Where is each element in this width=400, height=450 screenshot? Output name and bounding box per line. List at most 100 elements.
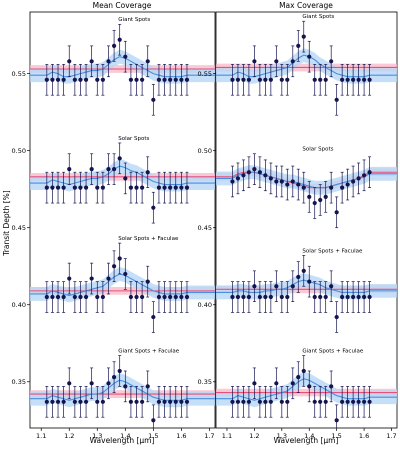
data-point — [307, 194, 312, 199]
panel-title-mean-coverage: Mean Coverage — [93, 1, 152, 10]
data-point — [83, 399, 89, 404]
panel-label: Giant Spots — [302, 14, 334, 20]
data-point — [274, 284, 279, 289]
data-point — [72, 399, 77, 404]
data-point — [241, 399, 246, 404]
data-point — [279, 294, 284, 300]
data-point — [279, 77, 284, 82]
blue-model-line — [216, 378, 397, 401]
data-point — [263, 173, 268, 178]
data-point — [184, 185, 190, 190]
data-point — [95, 294, 100, 300]
data-point — [83, 77, 89, 82]
data-point — [100, 399, 105, 404]
data-point — [179, 399, 184, 404]
data-point — [351, 77, 356, 82]
panel-0: Giant Spots — [216, 14, 397, 116]
data-point — [296, 43, 301, 48]
data-point — [55, 185, 61, 190]
data-point — [252, 284, 257, 289]
x-tick-label: 1.1 — [36, 432, 46, 440]
chart-1: 1.1 1.2 1.3 1.4 1.5 1.6 1.7 0.35 0.40 0.45 0.50 0.5… — [198, 11, 398, 440]
data-point — [151, 97, 156, 102]
data-point — [140, 77, 145, 82]
data-point — [168, 77, 173, 82]
data-point — [323, 399, 328, 404]
data-point — [301, 268, 306, 273]
data-point — [168, 294, 173, 300]
data-point — [156, 294, 162, 300]
x-tick-label: 1.7 — [386, 432, 396, 440]
data-point — [123, 54, 128, 59]
blue-model-line — [30, 379, 215, 401]
x-tick-label: 1.6 — [359, 432, 369, 440]
data-point — [356, 399, 361, 404]
data-point — [361, 173, 367, 178]
data-point — [279, 179, 284, 184]
blue-model-band — [30, 159, 215, 192]
data-point — [268, 176, 273, 181]
data-point — [111, 43, 117, 48]
data-point — [55, 77, 61, 82]
data-point — [340, 185, 345, 190]
data-point — [367, 77, 372, 82]
y-tick-label: 0.50 — [12, 147, 26, 155]
data-point — [61, 399, 66, 404]
data-point — [323, 294, 328, 300]
data-point — [117, 37, 122, 42]
data-point — [145, 384, 150, 389]
data-point — [307, 279, 312, 284]
data-point — [162, 185, 167, 190]
data-point — [285, 294, 290, 300]
data-point — [95, 185, 100, 190]
data-point — [145, 279, 150, 284]
blue-model-line — [30, 165, 215, 186]
data-point — [72, 294, 77, 300]
data-point — [100, 77, 105, 82]
data-point — [235, 399, 241, 404]
data-point — [106, 167, 111, 172]
data-point — [106, 276, 111, 281]
data-point — [230, 294, 235, 300]
data-point — [50, 77, 55, 82]
data-point — [329, 384, 334, 389]
y-tick-label: 0.40 — [12, 301, 26, 309]
data-point — [173, 77, 178, 82]
y-tick-label: 0.55 — [12, 70, 26, 78]
x-axis-label-left: Wavelength [μm] — [90, 436, 155, 445]
data-point — [179, 185, 184, 190]
data-point — [263, 294, 268, 300]
data-point — [128, 294, 134, 300]
data-point — [61, 185, 66, 190]
data-point — [72, 77, 77, 82]
data-point — [290, 284, 295, 289]
data-point — [179, 77, 184, 82]
data-point — [89, 276, 94, 281]
data-point — [312, 399, 317, 404]
data-point — [268, 77, 273, 82]
data-point — [318, 197, 323, 203]
data-point — [123, 271, 128, 277]
data-point — [235, 294, 241, 300]
data-point — [356, 176, 361, 181]
data-point — [246, 170, 252, 175]
data-point — [345, 294, 350, 300]
data-point — [162, 77, 167, 82]
data-point — [323, 194, 328, 199]
x-tick-label: 1.4 — [304, 432, 314, 440]
data-point — [123, 176, 128, 181]
data-point — [184, 294, 190, 300]
data-point — [329, 284, 334, 289]
data-point — [285, 182, 290, 187]
data-point — [296, 274, 301, 280]
data-point — [361, 77, 367, 82]
x-tick-label: 1.4 — [120, 432, 130, 440]
data-point — [106, 381, 111, 386]
panel-1: Solar Spots — [30, 136, 215, 224]
data-point — [246, 399, 252, 404]
panel-0: Giant Spots — [30, 17, 215, 116]
data-point — [285, 77, 290, 82]
data-point — [367, 399, 372, 404]
